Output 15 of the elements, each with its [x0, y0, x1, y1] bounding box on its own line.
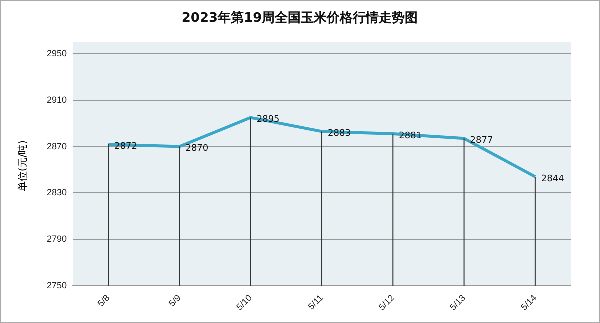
y-tick-label: 2870: [46, 141, 68, 152]
y-tick-label: 2910: [46, 94, 68, 105]
chart-title: 2023年第19周全国玉米价格行情走势图: [180, 10, 420, 27]
x-tick-label: 5/11: [306, 292, 326, 312]
x-tick-label: 5/9: [166, 292, 183, 309]
data-label: 2870: [186, 144, 209, 154]
x-tick-label: 5/8: [96, 292, 112, 309]
data-label: 2877: [470, 136, 494, 146]
y-tick-label: 2750: [46, 280, 68, 290]
y-tick-label: 2790: [46, 234, 68, 244]
data-label: 2872: [114, 142, 138, 152]
y-axis-title: 单位(元/吨): [16, 140, 30, 192]
y-tick-label: 2830: [46, 188, 68, 198]
y-tick-label: 2950: [46, 48, 68, 58]
data-label: 2844: [541, 174, 565, 184]
